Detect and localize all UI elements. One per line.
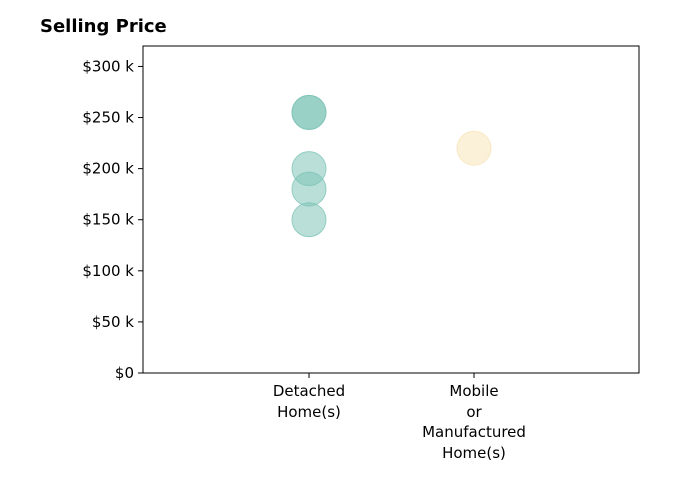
data-point-5: [456, 130, 492, 166]
data-point-4: [291, 202, 327, 238]
y-tick-label-5: $250 k: [82, 109, 134, 127]
chart-title: Selling Price: [40, 16, 167, 37]
y-tick-label-2: $100 k: [82, 262, 134, 280]
y-tick-label-3: $150 k: [82, 211, 134, 229]
x-tick-label-1: Mobile or Manufactured Home(s): [422, 382, 526, 462]
plot-frame: [142, 45, 640, 374]
y-tick-label-1: $50 k: [92, 313, 134, 331]
data-point-1: [291, 94, 327, 130]
y-tick-label-4: $200 k: [82, 160, 134, 178]
y-tick-label-0: $0: [115, 364, 134, 382]
data-point-3: [291, 171, 327, 207]
y-axis: $0 $50 k $100 k $150 k $200 k $250 k $300 k: [82, 57, 143, 382]
y-tick-label-6: $300 k: [82, 57, 134, 75]
x-tick-label-0: Detached Home(s): [272, 382, 346, 421]
points-layer: [291, 94, 492, 238]
x-axis: [308, 373, 475, 378]
